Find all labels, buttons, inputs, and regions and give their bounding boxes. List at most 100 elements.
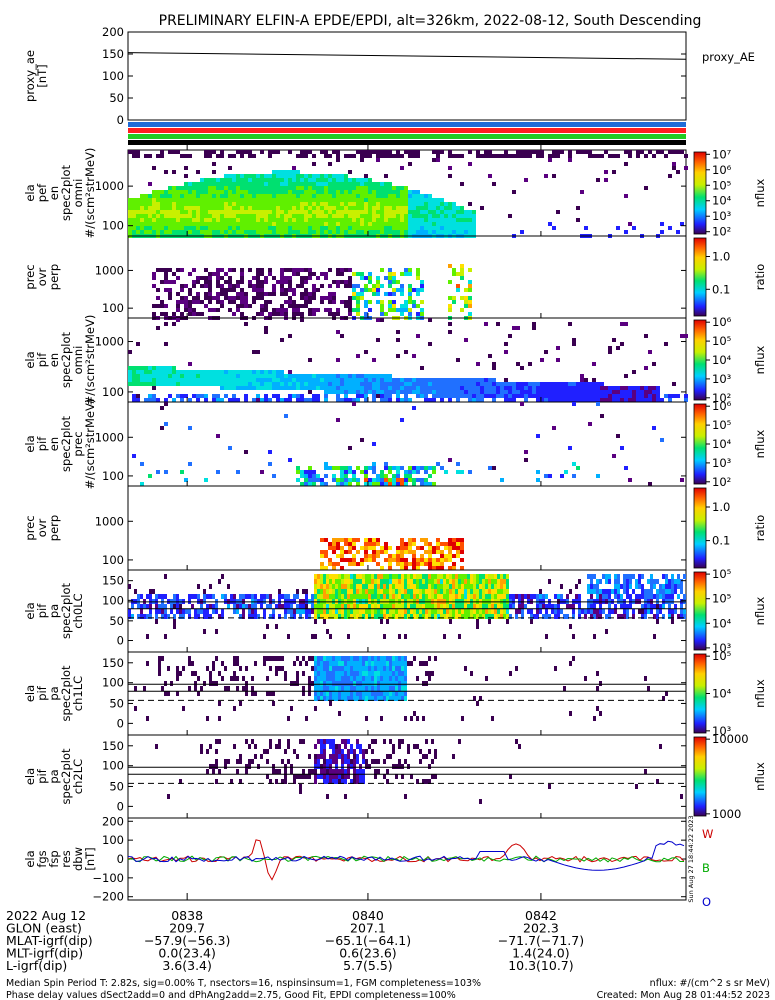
heatmap-cell xyxy=(416,594,419,599)
heatmap-cell xyxy=(224,226,228,230)
heatmap-cell xyxy=(395,604,398,609)
heatmap-cell xyxy=(176,210,180,214)
heatmap-cell xyxy=(464,230,468,234)
heatmap-cell xyxy=(536,154,540,158)
heatmap-cell xyxy=(640,394,644,398)
heatmap-cell xyxy=(203,681,206,686)
heatmap-cell xyxy=(308,226,312,230)
heatmap-cell xyxy=(396,478,400,482)
heatmap-cell xyxy=(284,374,288,378)
heatmap-cell xyxy=(508,390,512,394)
heatmap-cell xyxy=(593,584,596,589)
heatmap-cell xyxy=(612,390,616,394)
heatmap-cell xyxy=(372,222,376,226)
heatmap-cell xyxy=(683,574,686,579)
heatmap-cell xyxy=(136,378,140,382)
heatmap-cell xyxy=(648,386,652,390)
heatmap-cell xyxy=(530,619,533,624)
heatmap-cell xyxy=(491,614,494,619)
heatmap-cell xyxy=(317,604,320,609)
heatmap-cell xyxy=(212,218,216,222)
colorbar-label: nflux xyxy=(753,178,767,207)
ylabel-line: ela xyxy=(23,768,37,785)
heatmap-cell xyxy=(347,681,350,686)
heatmap-cell xyxy=(268,382,272,386)
heatmap-cell xyxy=(404,696,407,701)
heatmap-cell xyxy=(356,390,360,394)
heatmap-cell xyxy=(216,194,220,198)
heatmap-cell xyxy=(428,386,432,390)
heatmap-cell xyxy=(360,214,364,218)
heatmap-cell xyxy=(324,538,328,542)
heatmap-cell xyxy=(148,194,152,198)
heatmap-cell xyxy=(256,198,260,202)
heatmap-cell xyxy=(268,292,272,296)
heatmap-cell xyxy=(452,386,456,390)
heatmap-cell xyxy=(528,382,532,386)
heatmap-cell xyxy=(256,194,260,198)
heatmap-cell xyxy=(408,150,412,154)
heatmap-cell xyxy=(227,759,230,764)
panel-frame xyxy=(127,31,687,121)
heatmap-cell xyxy=(380,222,384,226)
heatmap-cell xyxy=(569,604,572,609)
heatmap-cell xyxy=(440,466,444,470)
heatmap-cell xyxy=(292,230,296,234)
heatmap-cell xyxy=(352,558,356,562)
heatmap-cell xyxy=(128,378,132,382)
heatmap-cell xyxy=(328,214,332,218)
heatmap-cell xyxy=(254,614,257,619)
heatmap-cell xyxy=(132,366,136,370)
heatmap-cell xyxy=(650,604,653,609)
heatmap-cell xyxy=(356,466,360,470)
heatmap-cell xyxy=(468,150,472,154)
heatmap-cell xyxy=(302,671,305,676)
heatmap-cell xyxy=(524,150,528,154)
heatmap-cell xyxy=(656,614,659,619)
heatmap-cell xyxy=(260,594,263,599)
heatmap-cell xyxy=(364,474,368,478)
heatmap-cell xyxy=(332,614,335,619)
heatmap-cell xyxy=(420,300,424,304)
heatmap-cell xyxy=(524,390,528,394)
heatmap-cell xyxy=(132,150,136,154)
heatmap-cell xyxy=(164,614,167,619)
heatmap-cell xyxy=(388,390,392,394)
heatmap-cell xyxy=(545,594,548,599)
heatmap-cell xyxy=(264,394,268,398)
heatmap-cell xyxy=(352,296,356,300)
heatmap-cell xyxy=(344,470,348,474)
heatmap-cell xyxy=(479,589,482,594)
ytick-label: 100 xyxy=(102,219,124,233)
heatmap-cell xyxy=(204,194,208,198)
heatmap-cell xyxy=(218,614,221,619)
ylabel-group: proxy_ae[nT] xyxy=(23,50,49,102)
heatmap-cell xyxy=(374,661,377,666)
heatmap-cell xyxy=(132,222,136,226)
heatmap-cell xyxy=(580,374,584,378)
heatmap-cell xyxy=(444,390,448,394)
heatmap-cell xyxy=(264,382,268,386)
heatmap-cell xyxy=(506,609,509,614)
heatmap-cell xyxy=(326,604,329,609)
heatmap-cell xyxy=(388,230,392,234)
heatmap-cell xyxy=(593,634,596,639)
heatmap-cell xyxy=(348,378,352,382)
heatmap-cell xyxy=(352,382,356,386)
heatmap-cell xyxy=(164,398,168,402)
heatmap-cell xyxy=(384,230,388,234)
heatmap-cell xyxy=(389,589,392,594)
heatmap-cell xyxy=(328,390,332,394)
heatmap-cell xyxy=(314,666,317,671)
ylabel-line: perp xyxy=(47,515,61,541)
heatmap-cell xyxy=(276,312,280,316)
heatmap-cell xyxy=(348,280,352,284)
heatmap-cell xyxy=(365,609,368,614)
heatmap-cell xyxy=(460,308,464,312)
heatmap-cell xyxy=(132,382,136,386)
heatmap-cell xyxy=(180,288,184,292)
heatmap-cell xyxy=(412,554,416,558)
heatmap-cell xyxy=(596,154,600,158)
heatmap-cell xyxy=(377,666,380,671)
heatmap-cell xyxy=(324,190,328,194)
